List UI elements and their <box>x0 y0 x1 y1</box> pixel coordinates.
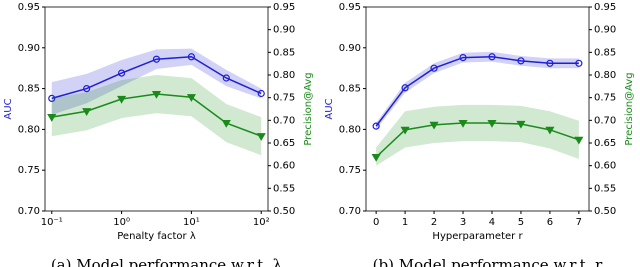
marker <box>546 59 554 67</box>
marker <box>429 121 439 130</box>
y2-tick-label: 0.80 <box>273 70 295 81</box>
y-axis-label: AUC <box>324 98 335 119</box>
axes-frame <box>44 6 269 212</box>
marker <box>516 120 526 129</box>
axes-frame <box>365 6 590 212</box>
y2-tick-label: 0.85 <box>273 47 295 58</box>
y2-axis-label: Precision@Avg <box>624 72 635 145</box>
marker <box>545 126 555 135</box>
y-tick-label: 0.70 <box>18 206 40 217</box>
marker <box>82 108 92 116</box>
y-tick-label: 0.90 <box>339 43 361 54</box>
y2-tick-label: 0.75 <box>273 93 295 104</box>
y2-tick-label: 0.70 <box>594 115 616 126</box>
y-tick-label: 0.95 <box>18 2 40 13</box>
y-tick-label: 0.70 <box>339 206 361 217</box>
marker <box>372 122 380 130</box>
marker <box>257 89 265 98</box>
y2-tick-label: 0.80 <box>594 70 616 81</box>
band <box>376 104 579 166</box>
caption: (b) Model performance w.r.t. r <box>373 256 603 267</box>
band <box>51 75 262 156</box>
marker <box>371 153 381 162</box>
y2-tick-label: 0.65 <box>273 138 295 149</box>
y-tick-label: 0.90 <box>18 43 40 54</box>
marker <box>48 94 56 102</box>
x-tick-label: 6 <box>547 217 553 228</box>
y-tick-label: 0.80 <box>18 124 40 135</box>
y2-tick-label: 0.60 <box>273 161 295 172</box>
series-line <box>375 122 580 158</box>
y-tick-label: 0.75 <box>18 165 40 176</box>
marker <box>517 57 525 65</box>
marker <box>575 59 583 67</box>
marker <box>151 90 162 99</box>
marker <box>458 119 468 128</box>
marker <box>221 119 231 128</box>
x-tick-label: 3 <box>460 217 466 228</box>
marker <box>152 55 161 63</box>
y2-tick-label: 0.90 <box>273 25 295 36</box>
y2-tick-label: 0.55 <box>273 183 295 194</box>
y2-tick-label: 0.95 <box>273 2 295 13</box>
x-tick-label: 10⁰ <box>113 217 130 228</box>
x-axis-label: Penalty factor λ <box>117 231 196 242</box>
marker <box>47 114 57 122</box>
marker <box>574 136 584 145</box>
y-tick-label: 0.80 <box>339 124 361 135</box>
y2-tick-label: 0.65 <box>594 138 616 149</box>
x-tick-label: 1 <box>402 217 408 228</box>
x-tick-label: 0 <box>373 217 379 228</box>
marker <box>487 119 497 128</box>
band <box>51 48 262 115</box>
marker <box>222 74 230 82</box>
y2-tick-label: 0.60 <box>594 161 616 172</box>
marker <box>401 84 409 92</box>
marker <box>430 64 438 72</box>
y2-tick-label: 0.50 <box>594 206 616 217</box>
x-tick-label: 4 <box>489 217 495 228</box>
series-line <box>375 56 579 127</box>
band <box>376 51 579 130</box>
marker <box>83 84 91 93</box>
y2-tick-label: 0.85 <box>594 47 616 58</box>
y-tick-label: 0.75 <box>339 165 361 176</box>
y2-tick-label: 0.90 <box>594 25 616 36</box>
y-tick-label: 0.95 <box>339 2 361 13</box>
marker <box>400 126 410 135</box>
x-tick-label: 5 <box>518 217 524 228</box>
y2-tick-label: 0.55 <box>594 183 616 194</box>
y2-tick-label: 0.95 <box>594 2 616 13</box>
x-tick-label: 10¹ <box>183 217 200 228</box>
series-line <box>51 56 262 100</box>
y2-axis-label: Precision@Avg <box>303 72 314 145</box>
marker <box>117 95 127 104</box>
x-tick-label: 10² <box>253 217 270 228</box>
marker <box>187 53 196 61</box>
y-tick-label: 0.85 <box>339 84 361 95</box>
caption: (a) Model performance w.r.t. λ <box>51 256 283 267</box>
marker <box>117 69 126 77</box>
marker <box>488 53 496 61</box>
x-axis-label: Hyperparameter r <box>432 231 523 242</box>
y2-tick-label: 0.50 <box>273 206 295 217</box>
x-tick-label: 2 <box>431 217 437 228</box>
y2-tick-label: 0.70 <box>273 115 295 126</box>
x-tick-label: 10⁻¹ <box>41 217 63 228</box>
y-tick-label: 0.85 <box>18 84 40 95</box>
y2-tick-label: 0.75 <box>594 93 616 104</box>
marker <box>459 53 467 62</box>
marker <box>256 133 266 141</box>
marker <box>186 94 196 102</box>
x-tick-label: 7 <box>576 217 582 228</box>
y-axis-label: AUC <box>3 98 14 119</box>
